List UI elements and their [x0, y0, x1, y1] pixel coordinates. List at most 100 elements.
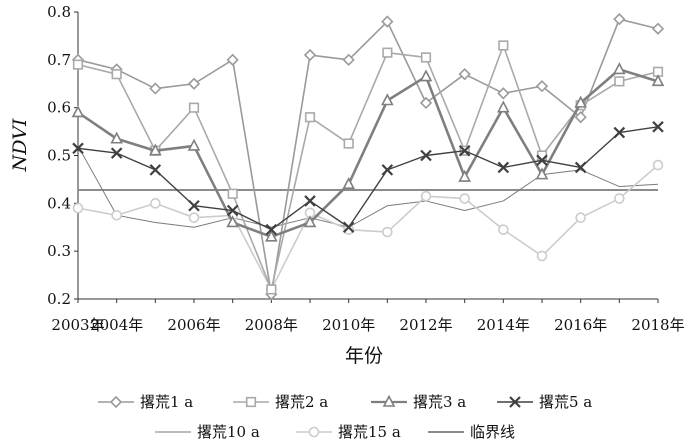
legend-label: 临界线: [470, 423, 515, 441]
data-point: [72, 59, 84, 70]
data-point: [342, 53, 355, 66]
data-point: [458, 169, 471, 182]
marker-x-stroke: [72, 142, 84, 155]
series-line: [77, 126, 659, 231]
legend-swatch-marker: [382, 394, 396, 407]
legend-swatch-marker: [109, 395, 123, 409]
data-point: [575, 212, 586, 223]
data-point: [187, 77, 201, 90]
data-point: [110, 147, 123, 159]
x-axis-label: 年份: [345, 345, 383, 367]
data-point: [420, 52, 432, 63]
data-point: [111, 209, 122, 221]
legend: 撂荒1 a 撂荒2 a 撂荒3 a 撂荒5 a 撂荒10 a 撂荒15 a 临界线: [98, 393, 592, 441]
marker-x-stroke: [497, 161, 510, 174]
series-layer: [71, 13, 665, 301]
data-point: [342, 176, 355, 189]
data-point: [614, 76, 625, 87]
data-point: [188, 199, 200, 212]
x-tick-label: 2010年: [322, 316, 375, 334]
series-line: [77, 44, 659, 291]
data-point: [71, 105, 85, 118]
data-point: [574, 161, 587, 174]
series-3: [71, 62, 665, 242]
data-point: [381, 93, 394, 106]
data-point: [303, 48, 317, 62]
legend-item: 撂荒5 a: [497, 393, 592, 411]
data-point: [150, 198, 161, 209]
marker-x-stroke: [110, 147, 123, 159]
legend-label: 撂荒15 a: [338, 423, 401, 441]
marker-x-stroke: [188, 199, 200, 212]
data-point: [613, 126, 626, 139]
data-point: [497, 100, 510, 113]
data-point: [419, 96, 433, 110]
data-point: [382, 47, 393, 58]
marker-x-stroke: [574, 161, 587, 174]
data-point: [343, 224, 354, 235]
data-point: [652, 159, 664, 171]
data-point: [614, 193, 625, 204]
series-line: [77, 145, 659, 228]
data-point: [382, 226, 393, 238]
data-point: [651, 22, 665, 35]
data-point: [343, 138, 354, 149]
data-point: [111, 69, 122, 80]
series-line: [77, 68, 659, 239]
marker-x-stroke: [420, 149, 432, 162]
data-point: [498, 40, 509, 51]
legend-item: 撂荒3 a: [371, 393, 466, 411]
series-line: [77, 164, 659, 291]
data-point: [420, 149, 432, 162]
data-point: [419, 69, 433, 82]
legend-label: 撂荒10 a: [197, 423, 260, 441]
marker-x-stroke: [613, 126, 626, 139]
legend-item: 撂荒15 a: [296, 423, 401, 441]
data-point: [497, 161, 510, 174]
data-point: [536, 250, 548, 262]
x-tick-label: 2006年: [167, 316, 220, 334]
data-point: [458, 68, 471, 81]
legend-label: 撂荒2 a: [275, 393, 328, 411]
data-point: [535, 167, 549, 180]
data-point: [497, 87, 510, 100]
marker-x-stroke: [342, 221, 355, 234]
data-point: [381, 15, 394, 28]
marker-x-stroke: [304, 195, 316, 207]
data-point: [303, 215, 317, 228]
data-point: [342, 221, 355, 234]
y-tick-label: 0.3: [47, 242, 71, 260]
y-tick-label: 0.2: [47, 290, 71, 308]
series-2: [72, 40, 664, 295]
x-tick-label: 2003年: [51, 316, 104, 334]
marker-x-stroke: [536, 154, 548, 167]
legend-swatch-marker: [245, 396, 257, 408]
data-point: [227, 188, 238, 199]
data-point: [188, 102, 200, 113]
marker-x-stroke: [226, 204, 239, 217]
x-tick-label: 2004年: [90, 316, 143, 334]
data-point: [266, 284, 277, 295]
marker-x-stroke: [149, 164, 162, 176]
legend-item: 撂荒2 a: [233, 393, 328, 411]
x-tick-label: 2014年: [477, 316, 530, 334]
legend-item: 撂荒1 a: [98, 393, 193, 411]
data-point: [265, 223, 278, 236]
data-point: [535, 80, 549, 93]
data-point: [381, 164, 394, 176]
marker-x-stroke: [381, 164, 394, 176]
data-point: [498, 224, 509, 235]
data-point: [420, 190, 432, 202]
series-4: [72, 121, 664, 236]
series-line: [77, 18, 659, 296]
y-tick-label: 0.8: [47, 3, 71, 21]
data-point: [458, 144, 471, 157]
data-point: [149, 82, 162, 95]
data-point: [72, 142, 84, 155]
marker-x-stroke: [652, 121, 664, 133]
data-point: [226, 204, 239, 217]
data-point: [149, 164, 162, 176]
data-point: [536, 154, 548, 167]
